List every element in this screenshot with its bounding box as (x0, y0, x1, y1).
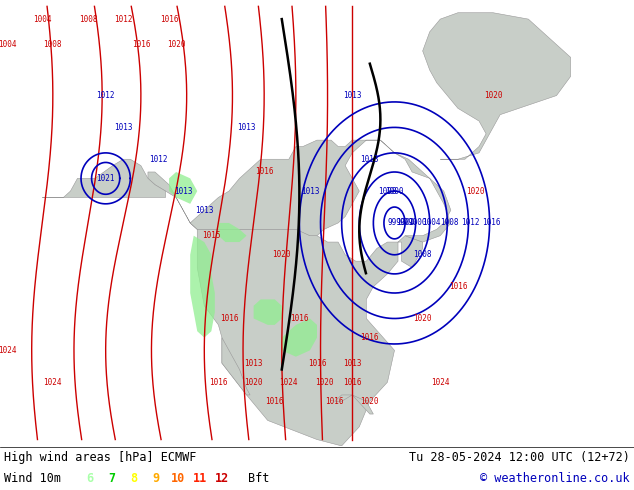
Text: 1016: 1016 (343, 378, 361, 387)
Text: 1004: 1004 (422, 219, 441, 227)
Text: High wind areas [hPa] ECMWF: High wind areas [hPa] ECMWF (4, 451, 197, 465)
Text: 1016: 1016 (160, 15, 178, 24)
Text: 1012: 1012 (96, 91, 115, 100)
Text: 1013: 1013 (361, 155, 379, 164)
Text: 1016: 1016 (132, 40, 150, 49)
Text: 1000: 1000 (385, 187, 404, 196)
Text: 1020: 1020 (244, 378, 263, 387)
Text: 1013: 1013 (195, 206, 214, 215)
Polygon shape (281, 318, 317, 357)
Text: 1016: 1016 (361, 333, 379, 342)
Polygon shape (335, 395, 373, 414)
Text: Wind 10m: Wind 10m (4, 472, 61, 486)
Text: 9: 9 (152, 472, 160, 486)
Text: 11: 11 (193, 472, 207, 486)
Polygon shape (423, 13, 571, 159)
Text: 1020: 1020 (167, 40, 185, 49)
Polygon shape (148, 140, 451, 242)
Text: 1016: 1016 (266, 397, 284, 406)
Text: 12: 12 (215, 472, 229, 486)
Text: 1004: 1004 (396, 219, 414, 227)
Text: 1000: 1000 (408, 219, 427, 227)
Text: 1020: 1020 (361, 397, 379, 406)
Text: 1016: 1016 (209, 378, 228, 387)
Text: 1020: 1020 (413, 314, 432, 323)
Polygon shape (222, 338, 250, 395)
Text: 1016: 1016 (255, 168, 273, 176)
Text: 1004: 1004 (33, 15, 51, 24)
Text: 1024: 1024 (280, 378, 298, 387)
Text: 999: 999 (387, 219, 401, 227)
Text: 1012: 1012 (114, 15, 133, 24)
Text: 1013: 1013 (343, 91, 361, 100)
Text: Bft: Bft (248, 472, 269, 486)
Text: 1016: 1016 (307, 359, 327, 368)
Text: 1012: 1012 (461, 219, 479, 227)
Text: 999: 999 (400, 219, 414, 227)
Text: 7: 7 (108, 472, 115, 486)
Text: 1016: 1016 (449, 282, 467, 291)
Text: 1024: 1024 (431, 378, 450, 387)
Text: 1020: 1020 (466, 187, 485, 196)
Polygon shape (42, 159, 165, 197)
Polygon shape (190, 223, 423, 446)
Text: 1020: 1020 (484, 91, 502, 100)
Text: 1016: 1016 (482, 219, 501, 227)
Text: 1013: 1013 (244, 359, 263, 368)
Text: 1013: 1013 (237, 123, 256, 132)
Text: 6: 6 (86, 472, 94, 486)
Polygon shape (254, 299, 281, 325)
Text: 1008: 1008 (44, 40, 62, 49)
Text: 1020: 1020 (315, 378, 333, 387)
Text: 8: 8 (131, 472, 138, 486)
Text: 1008: 1008 (440, 219, 458, 227)
Text: 1024: 1024 (44, 378, 62, 387)
Text: 1013: 1013 (174, 187, 192, 196)
Text: © weatheronline.co.uk: © weatheronline.co.uk (481, 472, 630, 486)
Text: 1008: 1008 (378, 187, 397, 196)
Text: 1013: 1013 (114, 123, 133, 132)
Text: 1024: 1024 (0, 346, 16, 355)
Text: 1015: 1015 (202, 231, 221, 240)
Text: 1008: 1008 (79, 15, 97, 24)
Text: 1016: 1016 (325, 397, 344, 406)
Polygon shape (190, 236, 215, 338)
Text: 1008: 1008 (413, 250, 432, 259)
Text: 1020: 1020 (273, 250, 291, 259)
Text: Tu 28-05-2024 12:00 UTC (12+72): Tu 28-05-2024 12:00 UTC (12+72) (409, 451, 630, 465)
Text: 1013: 1013 (343, 359, 361, 368)
Polygon shape (218, 223, 247, 242)
Text: 10: 10 (171, 472, 185, 486)
Text: 1004: 1004 (0, 40, 16, 49)
Text: 1016: 1016 (220, 314, 238, 323)
Text: 1012: 1012 (149, 155, 168, 164)
Text: 1016: 1016 (290, 314, 309, 323)
Polygon shape (169, 172, 197, 204)
Text: 1021: 1021 (96, 174, 115, 183)
Text: 1013: 1013 (301, 187, 319, 196)
